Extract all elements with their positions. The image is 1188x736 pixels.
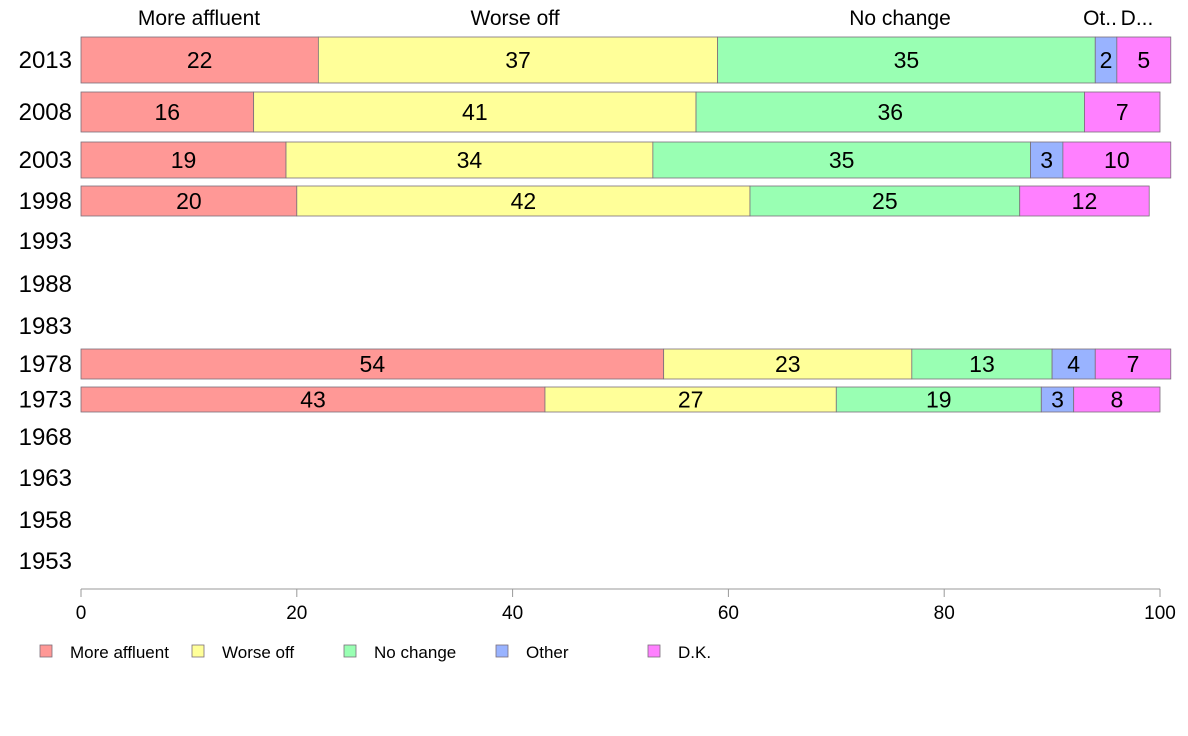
data-label: 13	[969, 351, 995, 377]
y-tick-label: 1993	[19, 228, 72, 255]
y-tick-label: 2013	[19, 47, 72, 74]
bar-segment	[1094, 348, 1172, 380]
y-tick-label: 1953	[19, 548, 72, 575]
x-tick-label: 40	[502, 603, 523, 624]
y-tick-label: 1968	[19, 424, 72, 451]
legend: More affluent Worse off No change Other D.K.	[39, 643, 711, 662]
data-label: 16	[155, 99, 181, 125]
bar-segment	[1116, 36, 1172, 84]
bar-segment	[652, 141, 1031, 179]
bar-segment	[663, 348, 913, 380]
data-label: 7	[1127, 351, 1140, 377]
top-label: D...	[1121, 7, 1154, 30]
data-label: 5	[1137, 47, 1150, 73]
legend-label: Other	[526, 643, 569, 662]
top-label: No change	[849, 7, 951, 30]
bar-segment	[80, 141, 287, 179]
y-tick-label: 1978	[19, 351, 72, 378]
top-column-labels: More affluent Worse off No change Ot.. D...	[138, 7, 1153, 30]
bar-segment	[1084, 91, 1161, 133]
legend-label: No change	[374, 643, 456, 662]
data-label: 35	[829, 147, 855, 173]
data-label: 7	[1116, 99, 1129, 125]
legend-label: More affluent	[70, 643, 169, 662]
top-label: Worse off	[470, 7, 559, 30]
data-label: 37	[505, 47, 531, 73]
bar-segment	[285, 141, 654, 179]
y-tick-label: 1973	[19, 387, 72, 414]
data-label: 42	[511, 188, 537, 214]
x-tick-label: 0	[76, 603, 87, 624]
bar-segment	[1073, 386, 1161, 413]
x-axis: 0 20 40 60 80 100	[76, 588, 1176, 624]
bar-segment	[911, 348, 1053, 380]
legend-swatch	[495, 644, 509, 658]
bar-segment	[1030, 141, 1064, 179]
legend-swatch	[647, 644, 661, 658]
legend-swatch	[39, 644, 53, 658]
data-label: 54	[360, 351, 386, 377]
data-label: 3	[1040, 147, 1053, 173]
bar-segment	[317, 36, 719, 84]
x-tick-label: 60	[718, 603, 739, 624]
bar-segment	[1062, 141, 1172, 179]
data-label: 3	[1051, 387, 1064, 413]
x-tick-label: 100	[1144, 603, 1176, 624]
data-label: 19	[926, 387, 952, 413]
bar-segment	[1019, 185, 1150, 217]
data-label: 36	[877, 99, 903, 125]
bar-segment	[1051, 348, 1096, 380]
data-label: 10	[1104, 147, 1130, 173]
legend-label: Worse off	[222, 643, 294, 662]
data-label: 19	[171, 147, 197, 173]
data-label: 23	[775, 351, 801, 377]
data-label: 35	[894, 47, 920, 73]
legend-label: D.K.	[678, 643, 711, 662]
top-label: More affluent	[138, 7, 260, 30]
bar-segment	[695, 91, 1085, 133]
y-tick-label: 1963	[19, 465, 72, 492]
x-tick-label: 20	[286, 603, 307, 624]
bar-segment	[80, 185, 298, 217]
bar-segment	[80, 36, 319, 84]
legend-swatch	[191, 644, 205, 658]
data-label: 2	[1100, 47, 1113, 73]
y-tick-label: 1988	[19, 271, 72, 298]
data-label: 27	[678, 387, 704, 413]
y-axis-labels: 2013 2008 2003 1998 1993 1988 1983 1978 1973 1968…	[19, 47, 72, 575]
x-tick-label: 80	[934, 603, 955, 624]
y-tick-label: 1983	[19, 313, 72, 340]
data-label: 20	[176, 188, 202, 214]
data-label: 22	[187, 47, 213, 73]
bar-segment	[717, 36, 1096, 84]
y-tick-label: 2003	[19, 147, 72, 174]
data-label: 25	[872, 188, 898, 214]
data-label: 34	[457, 147, 483, 173]
bar-segment	[749, 185, 1021, 217]
y-tick-label: 1958	[19, 507, 72, 534]
y-tick-label: 1998	[19, 188, 72, 215]
bar-segment	[544, 386, 837, 413]
bar-segment	[80, 348, 665, 380]
bar-segment	[835, 386, 1042, 413]
bar-segment	[1040, 386, 1075, 413]
top-label: Ot..	[1083, 7, 1117, 30]
data-label: 4	[1067, 351, 1080, 377]
bars: 22 37 35 2 5 16 41 36 7 19 34 35 3 10 20 42 25 12 54 23 13 4 7…	[80, 36, 1172, 413]
legend-swatch	[343, 644, 357, 658]
bar-segment	[253, 91, 697, 133]
data-label: 12	[1072, 188, 1098, 214]
data-label: 43	[300, 387, 326, 413]
bar-segment	[80, 386, 546, 413]
y-tick-label: 2008	[19, 99, 72, 126]
data-label: 8	[1110, 387, 1123, 413]
bar-segment	[80, 91, 255, 133]
bar-segment	[296, 185, 751, 217]
data-label: 41	[462, 99, 488, 125]
